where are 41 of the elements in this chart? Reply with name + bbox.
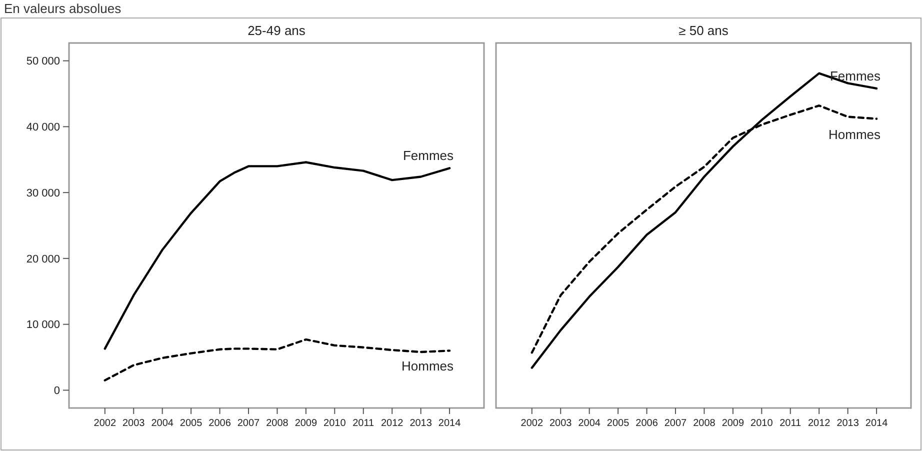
x-tick-label: 2010 bbox=[750, 418, 774, 429]
series-label: Hommes bbox=[402, 358, 454, 374]
x-tick-label: 2007 bbox=[237, 418, 260, 429]
x-tick-label: 2002 bbox=[520, 418, 544, 429]
y-tick-label: 50 000 bbox=[26, 56, 60, 68]
x-tick-label: 2013 bbox=[836, 418, 860, 429]
chart-title: ≥ 50 ans bbox=[678, 23, 729, 38]
line-series bbox=[104, 161, 451, 350]
x-tick-label: 2008 bbox=[266, 418, 289, 429]
x-tick-label: 2007 bbox=[664, 418, 688, 429]
x-tick-label: 2009 bbox=[294, 418, 318, 429]
x-tick-label: 2008 bbox=[693, 418, 716, 429]
x-tick-label: 2014 bbox=[865, 418, 888, 429]
x-tick-label: 2011 bbox=[352, 418, 375, 429]
x-tick-label: 2012 bbox=[380, 418, 404, 429]
x-tick-label: 2002 bbox=[94, 418, 116, 429]
y-tick-label: 10 000 bbox=[26, 319, 60, 332]
x-tick-label: 2003 bbox=[549, 418, 572, 429]
series-label: Femmes bbox=[830, 68, 882, 84]
series-label: Hommes bbox=[828, 126, 882, 142]
y-tick-label: 0 bbox=[54, 385, 60, 398]
y-tick-label: 20 000 bbox=[26, 253, 60, 266]
text: En valeurs absolues bbox=[4, 1, 122, 16]
x-tick-label: 2003 bbox=[122, 418, 146, 429]
y-tick-label: 30 000 bbox=[26, 187, 60, 200]
x-tick-label: 2004 bbox=[151, 418, 174, 429]
series-label: Femmes bbox=[402, 148, 454, 164]
x-tick-label: 2013 bbox=[410, 418, 432, 429]
x-tick-label: 2012 bbox=[808, 418, 831, 429]
y-tick-label: 40 000 bbox=[26, 122, 60, 134]
x-tick-label: 2011 bbox=[780, 418, 802, 429]
x-tick-label: 2006 bbox=[208, 418, 232, 429]
x-tick-label: 2009 bbox=[722, 418, 744, 429]
x-tick-label: 2005 bbox=[180, 418, 203, 429]
x-tick-label: 2010 bbox=[324, 418, 346, 429]
x-tick-label: 2014 bbox=[438, 418, 462, 429]
x-tick-label: 2004 bbox=[578, 418, 601, 429]
x-tick-label: 2006 bbox=[636, 418, 658, 429]
x-tick-label: 2005 bbox=[606, 418, 630, 429]
line-series bbox=[104, 338, 451, 382]
chart-title: 25-49 ans bbox=[248, 23, 306, 38]
